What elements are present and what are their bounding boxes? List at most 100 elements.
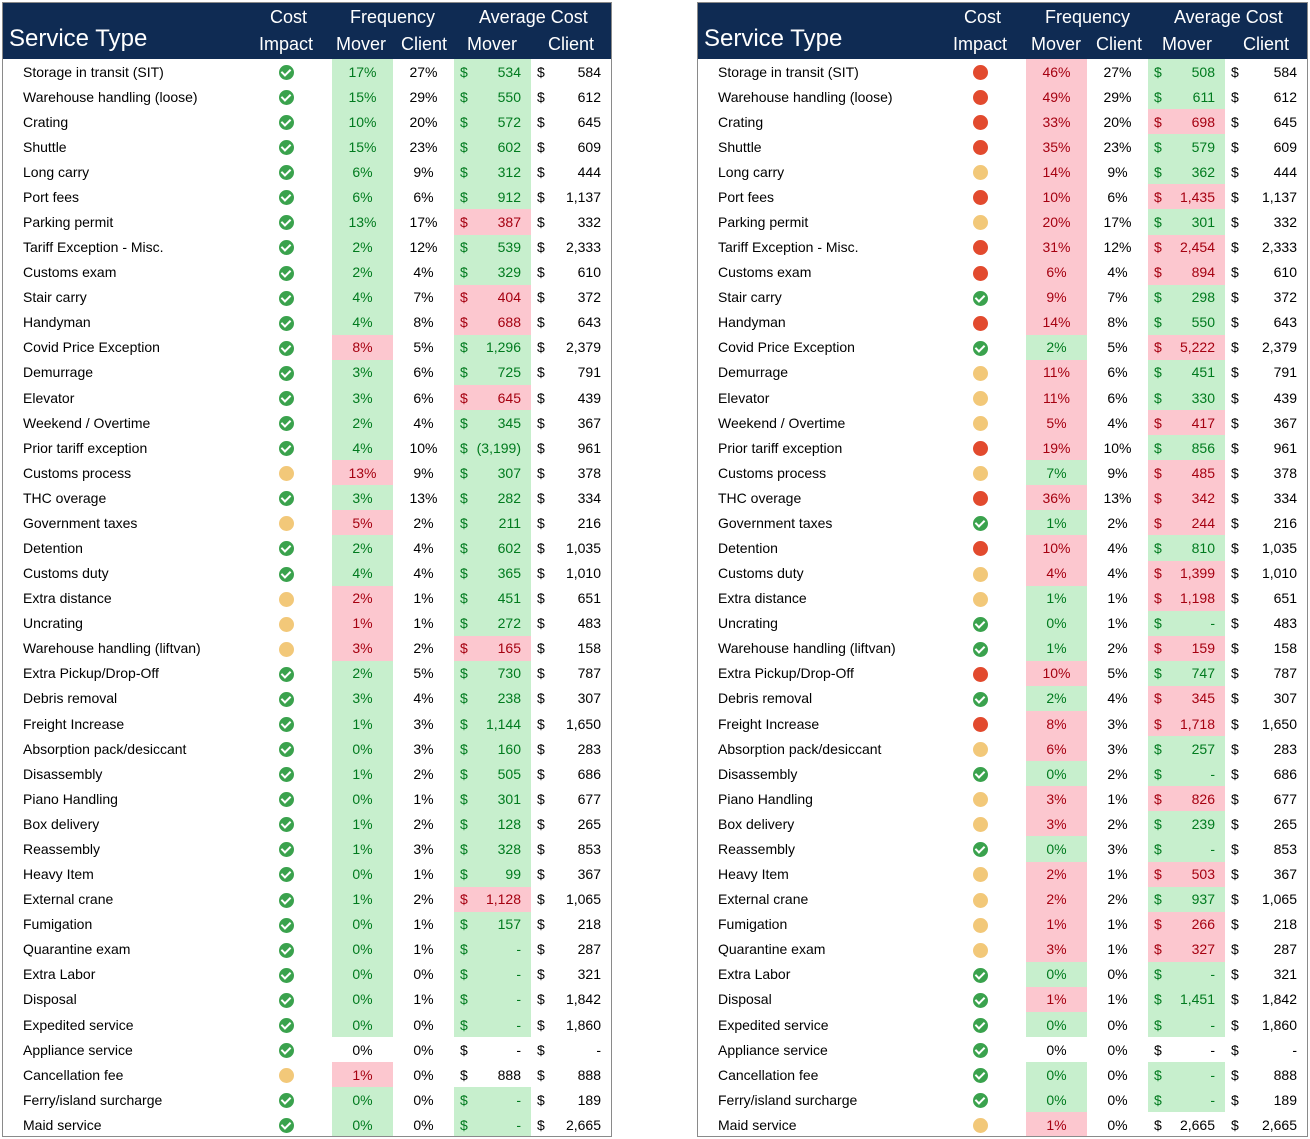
cost-impact-cell — [240, 636, 332, 661]
yellow-circle-icon — [972, 365, 988, 381]
yellow-circle-icon — [972, 591, 988, 607]
service-type-cell: Fumigation — [23, 916, 93, 933]
average-cost-mover-cell: 160 — [454, 736, 531, 762]
yellow-circle-icon — [278, 466, 294, 482]
cost-impact-cell — [240, 260, 332, 285]
table-row: Tariff Exception - Misc. 31% 12% 2,4542,333 — [698, 234, 1307, 260]
table-row: Appliance service 0% 0% -- — [698, 1037, 1307, 1062]
frequency-mover-cell: 1% — [332, 610, 393, 636]
table-row: Ferry/island surcharge 0% 0% -189 — [3, 1087, 611, 1113]
service-type-cell: Warehouse handling (loose) — [23, 88, 198, 105]
header-cost-client: Client — [1243, 34, 1290, 54]
table-row: Uncrating 0% 1% -483 — [698, 610, 1307, 636]
frequency-client-cell: 4% — [413, 540, 434, 557]
check-circle-icon — [278, 1093, 294, 1109]
service-type-cell: Reassembly — [718, 840, 796, 857]
cost-impact-cell — [934, 485, 1026, 510]
average-cost-mover-cell: 1,718 — [1148, 711, 1225, 737]
average-cost-mover-cell: 282 — [454, 485, 531, 511]
frequency-client-cell: 23% — [1103, 138, 1132, 155]
frequency-client-cell: 2% — [413, 765, 434, 782]
average-cost-client-cell: 961 — [1225, 435, 1307, 460]
table-row: External crane 1% 2% 1,1281,065 — [3, 886, 611, 912]
service-type-cell: Piano Handling — [718, 790, 813, 807]
frequency-mover-cell: 46% — [1026, 59, 1087, 85]
table-row: Quarantine exam 0% 1% -287 — [3, 936, 611, 962]
red-circle-icon — [972, 716, 988, 732]
cost-impact-cell — [240, 134, 332, 159]
service-type-cell: Handyman — [23, 314, 91, 331]
check-circle-icon — [972, 641, 988, 657]
average-cost-client-cell: 1,065 — [1225, 887, 1307, 912]
average-cost-mover-cell: 451 — [454, 585, 531, 611]
average-cost-mover-cell: 550 — [1148, 309, 1225, 335]
check-circle-icon — [278, 742, 294, 758]
check-circle-icon — [278, 666, 294, 682]
frequency-mover-cell: 2% — [1026, 861, 1087, 887]
frequency-client-cell: 2% — [413, 815, 434, 832]
average-cost-client-cell: 853 — [1225, 836, 1307, 861]
frequency-mover-cell: 0% — [1026, 610, 1087, 636]
cost-impact-cell — [934, 260, 1026, 285]
frequency-mover-cell: 0% — [1026, 1062, 1087, 1088]
frequency-client-cell: 6% — [1107, 188, 1128, 205]
frequency-mover-cell: 0% — [1026, 961, 1087, 987]
table-row: Handyman 4% 8% 688643 — [3, 309, 611, 335]
cost-impact-cell — [240, 435, 332, 460]
frequency-client-cell: 0% — [1107, 1041, 1128, 1058]
frequency-mover-cell: 0% — [332, 861, 393, 887]
frequency-mover-cell: 31% — [1026, 234, 1087, 260]
table-row: Extra Labor 0% 0% -321 — [698, 961, 1307, 987]
frequency-client-cell: 2% — [413, 891, 434, 908]
frequency-client-cell: 6% — [413, 389, 434, 406]
frequency-client-cell: 0% — [413, 1041, 434, 1058]
cost-impact-cell — [934, 410, 1026, 435]
frequency-mover-cell: 0% — [1026, 836, 1087, 862]
average-cost-mover-cell: 485 — [1148, 460, 1225, 486]
average-cost-client-cell: 645 — [531, 109, 611, 134]
average-cost-mover-cell: 1,399 — [1148, 560, 1225, 586]
frequency-mover-cell: 3% — [1026, 811, 1087, 837]
frequency-mover-cell: 1% — [332, 1062, 393, 1088]
service-type-cell: Ferry/island surcharge — [23, 1091, 163, 1108]
table-row: Uncrating 1% 1% 272483 — [3, 610, 611, 636]
table-row: Handyman 14% 8% 550643 — [698, 309, 1307, 335]
cost-impact-cell — [934, 912, 1026, 937]
average-cost-mover-cell: 572 — [454, 109, 531, 135]
cost-impact-cell — [934, 1112, 1026, 1136]
average-cost-mover-cell: 342 — [1148, 485, 1225, 511]
frequency-client-cell: 9% — [1107, 464, 1128, 481]
cost-impact-cell — [934, 887, 1026, 912]
frequency-client-cell: 5% — [1107, 339, 1128, 356]
average-cost-mover-cell: - — [454, 1112, 531, 1136]
frequency-mover-cell: 3% — [332, 635, 393, 661]
header-service-type: Service Type — [704, 25, 843, 52]
check-circle-icon — [278, 967, 294, 983]
cost-impact-cell — [240, 235, 332, 260]
frequency-mover-cell: 8% — [1026, 711, 1087, 737]
average-cost-mover-cell: 327 — [1148, 936, 1225, 962]
service-type-cell: Debris removal — [718, 690, 813, 707]
cost-impact-cell — [934, 786, 1026, 811]
frequency-mover-cell: 3% — [332, 685, 393, 712]
frequency-client-cell: 1% — [1107, 941, 1128, 958]
cost-impact-cell — [240, 962, 332, 987]
frequency-client-cell: 10% — [1103, 439, 1132, 456]
table-row: Detention 2% 4% 6021,035 — [3, 535, 611, 561]
frequency-client-cell: 1% — [1107, 590, 1128, 607]
average-cost-mover-cell: 301 — [454, 786, 531, 812]
average-cost-mover-cell: 826 — [1148, 786, 1225, 812]
average-cost-mover-cell: 937 — [1148, 886, 1225, 912]
frequency-mover-cell: 2% — [1026, 886, 1087, 912]
cost-impact-cell — [934, 1087, 1026, 1112]
service-type-cell: Shuttle — [23, 138, 67, 155]
frequency-client-cell: 12% — [1103, 239, 1132, 256]
table-row: Port fees 10% 6% 1,4351,137 — [698, 184, 1307, 210]
average-cost-client-cell: 787 — [1225, 661, 1307, 686]
service-type-cell: Customs exam — [23, 264, 117, 281]
table-row: Debris removal 2% 4% 345307 — [698, 685, 1307, 712]
cost-impact-cell — [934, 285, 1026, 310]
yellow-circle-icon — [972, 817, 988, 833]
table-row: Weekend / Overtime 2% 4% 345367 — [3, 410, 611, 436]
table-row: Elevator 11% 6% 330439 — [698, 385, 1307, 411]
